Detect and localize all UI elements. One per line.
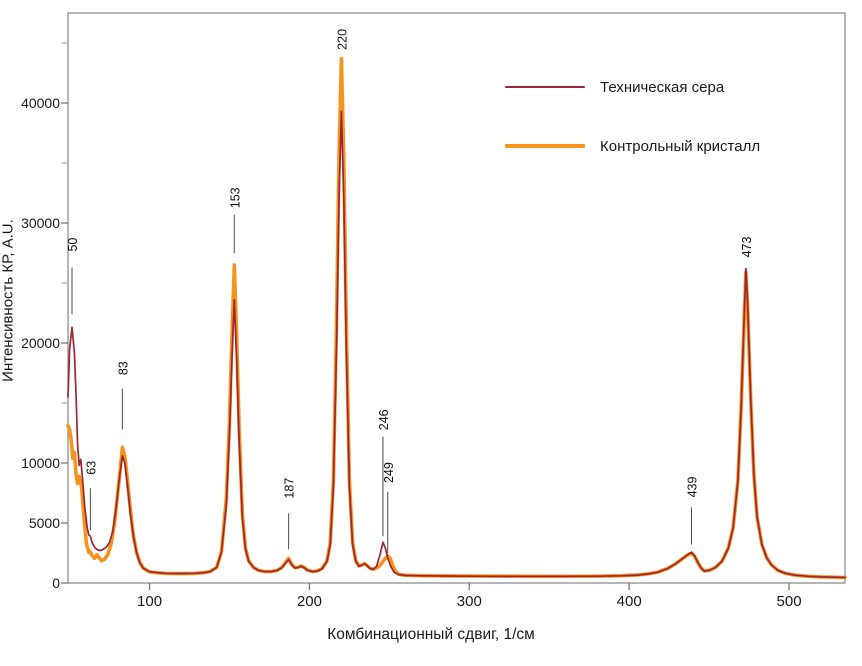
y-tick-label: 20000 xyxy=(21,335,60,351)
x-axis-title: Комбинационный сдвиг, 1/см xyxy=(327,626,535,643)
legend-item: Контрольный кристалл xyxy=(505,136,760,156)
peak-annotation-label: 50 xyxy=(66,238,80,252)
y-tick-label: 10000 xyxy=(21,455,60,471)
peak-annotation-label: 473 xyxy=(740,237,754,258)
legend-item-label: Контрольный кристалл xyxy=(600,137,761,155)
peak-annotation-label: 63 xyxy=(84,461,98,475)
series-line-technical-sulfur xyxy=(67,110,846,579)
legend: Техническая сера Контрольный кристалл xyxy=(505,77,760,156)
legend-line-swatch xyxy=(505,86,585,88)
peak-annotation-label: 153 xyxy=(228,187,242,208)
peak-annotation-label: 439 xyxy=(686,477,700,498)
y-tick-label: 40000 xyxy=(21,95,60,111)
legend-line-swatch xyxy=(505,144,585,148)
plot-frame xyxy=(67,12,846,584)
peak-annotation-label: 249 xyxy=(382,462,396,483)
x-tick-label: 500 xyxy=(776,593,802,610)
x-tick-label: 200 xyxy=(296,593,322,610)
y-tick-label: 5000 xyxy=(28,515,60,531)
legend-item-label: Техническая сера xyxy=(600,78,725,96)
y-axis-title: Интенсивность КР, A.U. xyxy=(0,219,17,382)
x-tick-label: 400 xyxy=(616,593,642,610)
peak-annotation-label: 187 xyxy=(283,478,297,499)
x-tick-label: 300 xyxy=(456,593,482,610)
y-tick-label: 30000 xyxy=(21,215,60,231)
legend-item: Техническая сера xyxy=(505,77,760,97)
x-tick-label: 100 xyxy=(137,593,163,610)
peak-annotation-label: 83 xyxy=(116,361,130,375)
peak-annotation-label: 246 xyxy=(377,409,391,430)
peak-annotation-label: 220 xyxy=(335,29,349,50)
y-tick-label: 0 xyxy=(52,575,60,591)
